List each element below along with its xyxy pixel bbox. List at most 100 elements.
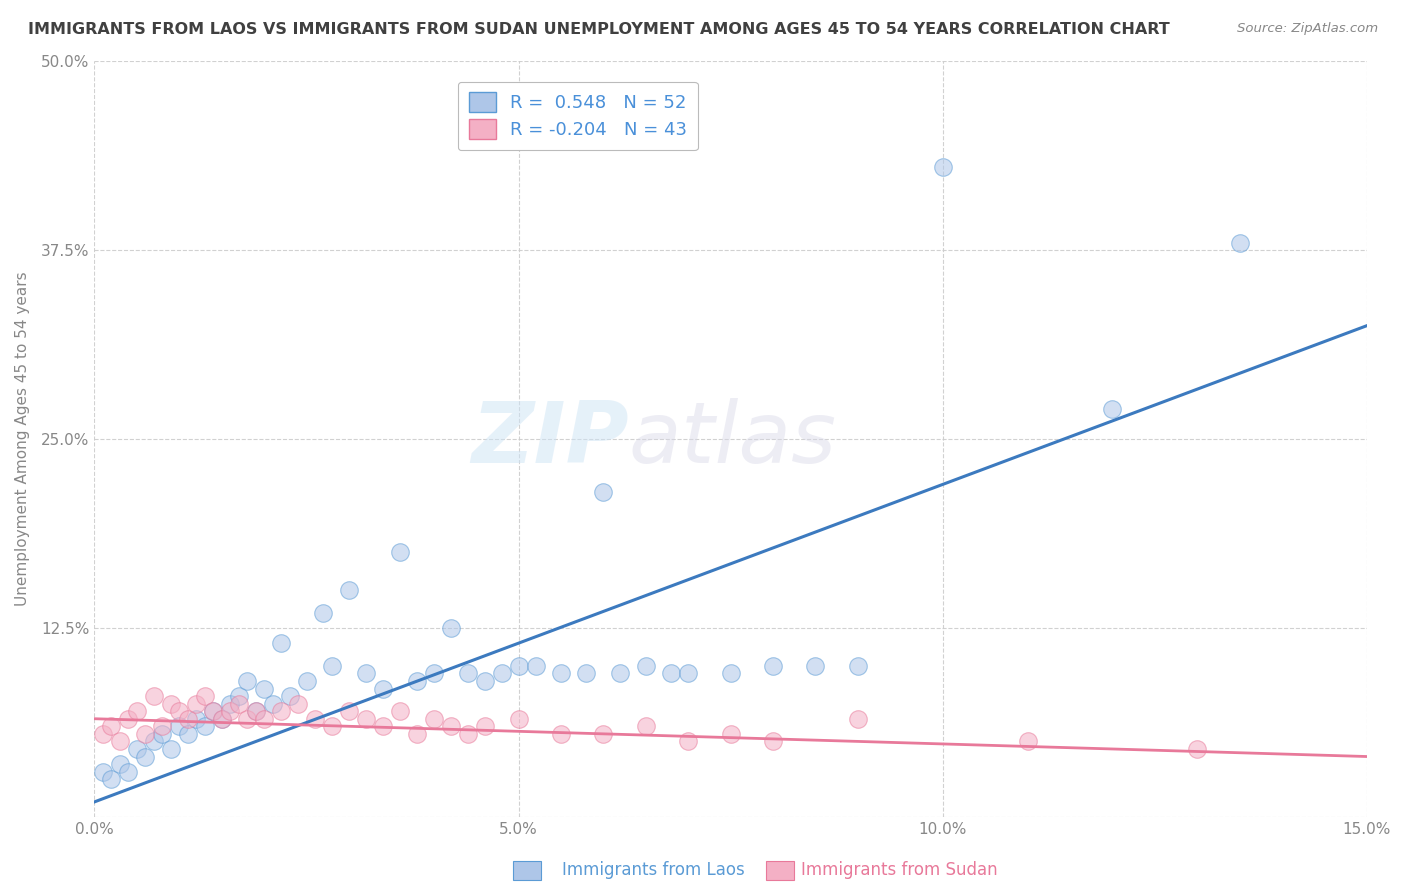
- Point: [125, 704, 148, 718]
- Point: [676, 666, 699, 681]
- Point: [354, 666, 377, 681]
- Point: [177, 727, 200, 741]
- Point: [1185, 742, 1208, 756]
- Point: [91, 727, 114, 741]
- Text: ZIP: ZIP: [471, 398, 628, 481]
- Point: [609, 666, 631, 681]
- Point: [253, 681, 276, 696]
- Point: [219, 697, 242, 711]
- Point: [278, 689, 301, 703]
- Point: [270, 636, 292, 650]
- Point: [186, 712, 208, 726]
- Point: [720, 666, 742, 681]
- Point: [194, 719, 217, 733]
- Point: [720, 727, 742, 741]
- Point: [312, 606, 335, 620]
- Point: [117, 764, 139, 779]
- Point: [169, 719, 191, 733]
- Point: [405, 673, 427, 688]
- Point: [295, 673, 318, 688]
- Point: [474, 673, 496, 688]
- Point: [423, 712, 446, 726]
- Point: [508, 658, 530, 673]
- Point: [134, 749, 156, 764]
- Text: IMMIGRANTS FROM LAOS VS IMMIGRANTS FROM SUDAN UNEMPLOYMENT AMONG AGES 45 TO 54 Y: IMMIGRANTS FROM LAOS VS IMMIGRANTS FROM …: [28, 22, 1170, 37]
- Point: [100, 719, 122, 733]
- Point: [440, 621, 463, 635]
- Point: [211, 712, 233, 726]
- Point: [762, 658, 785, 673]
- Point: [169, 704, 191, 718]
- Text: Source: ZipAtlas.com: Source: ZipAtlas.com: [1237, 22, 1378, 36]
- Point: [592, 727, 614, 741]
- Point: [592, 485, 614, 500]
- Point: [388, 545, 411, 559]
- Point: [440, 719, 463, 733]
- Point: [150, 719, 173, 733]
- Point: [228, 689, 250, 703]
- Point: [142, 689, 165, 703]
- Point: [194, 689, 217, 703]
- Point: [550, 666, 572, 681]
- Point: [211, 712, 233, 726]
- Point: [508, 712, 530, 726]
- Point: [634, 719, 657, 733]
- Text: atlas: atlas: [628, 398, 837, 481]
- Point: [245, 704, 267, 718]
- Point: [634, 658, 657, 673]
- Point: [676, 734, 699, 748]
- Point: [159, 697, 181, 711]
- Point: [270, 704, 292, 718]
- Point: [202, 704, 225, 718]
- Point: [117, 712, 139, 726]
- Point: [100, 772, 122, 787]
- Y-axis label: Unemployment Among Ages 45 to 54 years: Unemployment Among Ages 45 to 54 years: [15, 272, 30, 607]
- Point: [262, 697, 284, 711]
- Point: [846, 712, 869, 726]
- Point: [550, 727, 572, 741]
- Point: [321, 719, 343, 733]
- Text: Immigrants from Laos: Immigrants from Laos: [562, 861, 745, 879]
- Point: [108, 734, 131, 748]
- Legend: R =  0.548   N = 52, R = -0.204   N = 43: R = 0.548 N = 52, R = -0.204 N = 43: [458, 81, 697, 150]
- Point: [159, 742, 181, 756]
- Point: [804, 658, 827, 673]
- Point: [491, 666, 513, 681]
- Point: [1229, 235, 1251, 250]
- Point: [108, 757, 131, 772]
- Point: [142, 734, 165, 748]
- Point: [236, 673, 259, 688]
- Point: [371, 681, 394, 696]
- Point: [388, 704, 411, 718]
- Point: [575, 666, 598, 681]
- Point: [304, 712, 326, 726]
- Point: [354, 712, 377, 726]
- Point: [405, 727, 427, 741]
- Point: [931, 160, 953, 174]
- Point: [846, 658, 869, 673]
- Point: [202, 704, 225, 718]
- Point: [245, 704, 267, 718]
- Point: [219, 704, 242, 718]
- Point: [524, 658, 547, 673]
- Point: [337, 704, 360, 718]
- Text: Immigrants from Sudan: Immigrants from Sudan: [801, 861, 998, 879]
- Point: [457, 666, 479, 681]
- Point: [150, 727, 173, 741]
- Point: [134, 727, 156, 741]
- Point: [177, 712, 200, 726]
- Point: [762, 734, 785, 748]
- Point: [287, 697, 309, 711]
- Point: [1101, 401, 1123, 416]
- Point: [423, 666, 446, 681]
- Point: [474, 719, 496, 733]
- Point: [253, 712, 276, 726]
- Point: [457, 727, 479, 741]
- Point: [236, 712, 259, 726]
- Point: [659, 666, 682, 681]
- Point: [337, 583, 360, 598]
- Point: [125, 742, 148, 756]
- Point: [228, 697, 250, 711]
- Point: [321, 658, 343, 673]
- Point: [91, 764, 114, 779]
